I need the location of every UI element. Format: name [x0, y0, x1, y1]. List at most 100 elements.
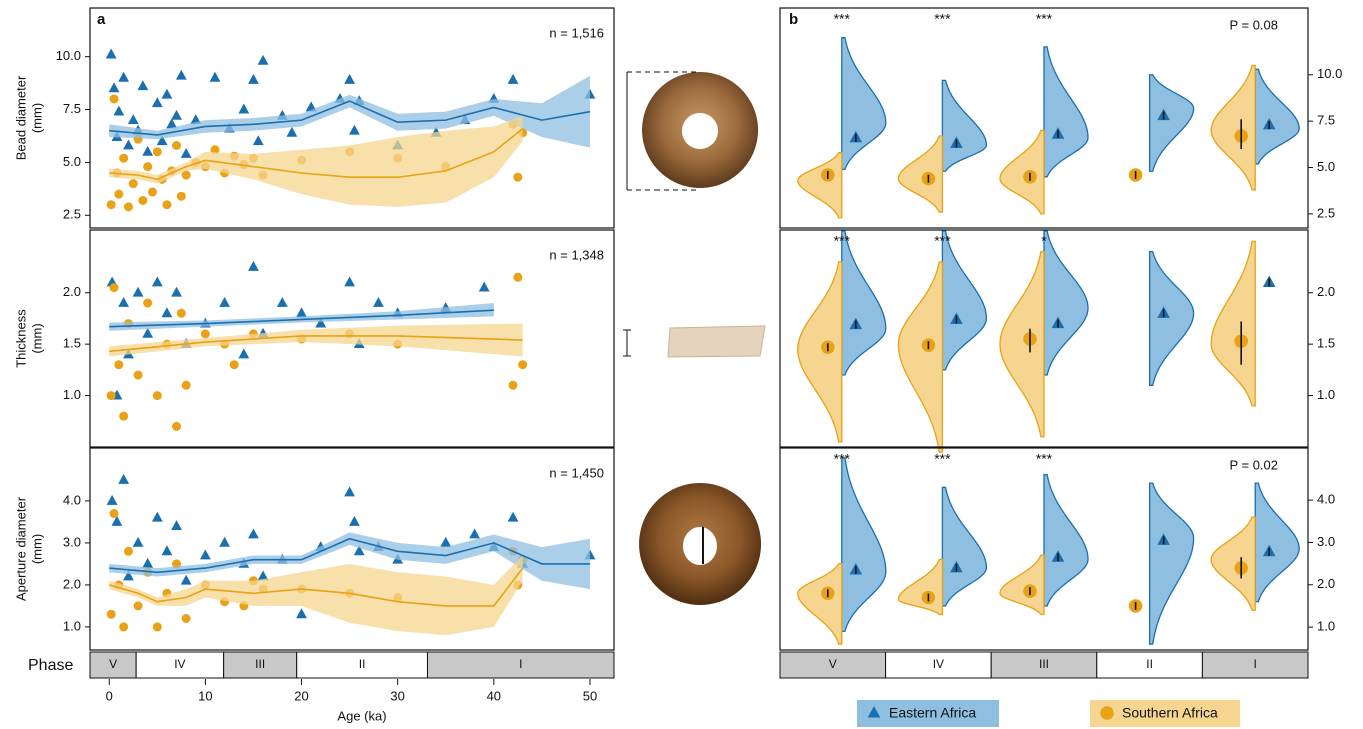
data-point: [142, 146, 153, 156]
data-point: [119, 622, 128, 631]
significance: ***: [934, 451, 951, 467]
significance: *: [1041, 233, 1047, 249]
data-point: [171, 287, 182, 297]
x-tick-label: 40: [487, 688, 501, 703]
data-point: [277, 297, 288, 307]
data-point: [152, 276, 163, 286]
violin: [942, 231, 986, 370]
data-point: [142, 558, 153, 568]
data-point: [253, 135, 264, 145]
data-point: [177, 192, 186, 201]
significance: ***: [834, 11, 851, 27]
data-point: [201, 329, 210, 338]
data-point: [238, 348, 249, 358]
data-point: [508, 74, 519, 84]
data-point: [172, 141, 181, 150]
y-tick-label: 5.0: [1317, 159, 1335, 174]
data-point: [143, 162, 152, 171]
data-point: [119, 412, 128, 421]
data-point: [258, 55, 269, 65]
data-point: [219, 537, 230, 547]
x-axis-label: Age (ka): [337, 708, 386, 723]
x-tick-label: 10: [198, 688, 212, 703]
data-point: [344, 487, 355, 497]
phase-label: I: [519, 657, 522, 671]
data-point: [181, 575, 192, 585]
phase-label: III: [255, 657, 265, 671]
data-point: [118, 72, 129, 82]
data-point: [162, 545, 173, 555]
violin: [1044, 231, 1088, 375]
data-point: [134, 371, 143, 380]
bead-image: [639, 483, 761, 605]
data-point: [373, 297, 384, 307]
significance: ***: [1036, 451, 1053, 467]
sample-size: n = 1,450: [549, 465, 604, 480]
sample-size: n = 1,516: [549, 25, 604, 40]
page: 2.55.07.510.0Bead diameter(mm)an = 1,516…: [0, 0, 1363, 729]
bead-photos: [623, 72, 765, 605]
sample-size: n = 1,348: [549, 247, 604, 262]
data-point: [349, 516, 360, 526]
y-axis-label: (mm): [29, 323, 44, 353]
y-tick-label: 5.0: [63, 154, 81, 169]
legend-label: Southern Africa: [1122, 705, 1218, 721]
data-point: [171, 110, 182, 120]
phase-label: I: [1254, 657, 1257, 671]
violin: [842, 458, 886, 632]
y-axis-label: Thickness: [13, 309, 28, 368]
data-point: [172, 422, 181, 431]
phase-label: IV: [174, 657, 185, 671]
data-point: [107, 200, 116, 209]
data-point: [118, 297, 129, 307]
violin: [1211, 517, 1255, 610]
violin: [798, 262, 842, 442]
y-tick-label: 10.0: [1317, 66, 1342, 81]
violin: [1150, 483, 1194, 644]
y-tick-label: 10.0: [56, 48, 81, 63]
data-point: [296, 307, 307, 317]
violin: [898, 262, 942, 452]
y-tick-label: 7.5: [63, 101, 81, 116]
y-tick-label: 7.5: [1317, 113, 1335, 128]
data-point: [124, 547, 133, 556]
data-point: [152, 97, 163, 107]
data-point: [349, 125, 360, 135]
violin: [798, 564, 842, 644]
bead-image: [642, 72, 758, 188]
y-tick-label: 1.0: [1317, 619, 1335, 634]
phase-label: II: [359, 657, 366, 671]
data-point: [142, 328, 153, 338]
x-tick-label: 50: [583, 688, 597, 703]
data-point: [513, 273, 522, 282]
violin: [842, 231, 886, 375]
data-point: [114, 190, 123, 199]
violin: [1044, 475, 1088, 606]
violin: [1000, 130, 1044, 213]
figure: 2.55.07.510.0Bead diameter(mm)an = 1,516…: [0, 0, 1363, 729]
data-point: [148, 188, 157, 197]
data-point: [230, 360, 239, 369]
plot-area: [106, 49, 596, 212]
data-point: [479, 282, 490, 292]
y-tick-label: 1.5: [1317, 336, 1335, 351]
y-tick-label: 1.0: [63, 618, 81, 633]
data-point: [287, 127, 298, 137]
data-point: [153, 391, 162, 400]
plot-area: [107, 474, 596, 635]
y-tick-label: 2.5: [1317, 205, 1335, 220]
violin: [1150, 75, 1194, 171]
data-point: [134, 601, 143, 610]
significance: ***: [934, 11, 951, 27]
violin: [1211, 241, 1255, 406]
data-point: [107, 495, 118, 505]
phase-label: V: [109, 657, 117, 671]
y-tick-label: 4.0: [63, 492, 81, 507]
data-point: [440, 537, 451, 547]
data-point: [177, 309, 186, 318]
data-point: [182, 614, 191, 623]
y-tick-label: 4.0: [1317, 492, 1335, 507]
bead-side-image: [668, 326, 765, 357]
y-tick-label: 2.5: [63, 207, 81, 222]
data-point: [143, 299, 152, 308]
